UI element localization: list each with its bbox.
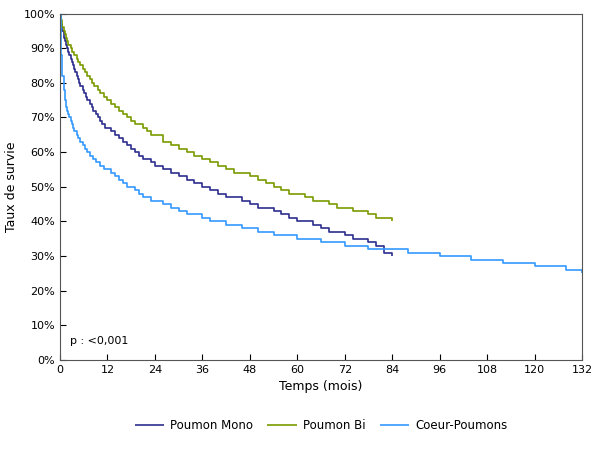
Text: p : <0,001: p : <0,001 <box>70 336 129 346</box>
X-axis label: Temps (mois): Temps (mois) <box>280 380 362 393</box>
Poumon Mono <box>61 39 68 44</box>
Poumon Bi <box>61 32 68 37</box>
Coeur-Poumons <box>76 135 83 141</box>
Coeur-Poumons <box>67 115 74 120</box>
Poumon Mono <box>56 11 64 16</box>
Poumon Mono <box>82 90 89 96</box>
Line: Poumon Bi: Poumon Bi <box>60 14 392 221</box>
Poumon Mono <box>60 28 67 34</box>
Legend: Poumon Mono, Poumon Bi, Coeur-Poumons: Poumon Mono, Poumon Bi, Coeur-Poumons <box>130 414 512 437</box>
Poumon Mono <box>270 208 277 214</box>
Coeur-Poumons <box>302 236 309 241</box>
Poumon Bi <box>82 70 89 75</box>
Poumon Bi <box>389 219 396 224</box>
Poumon Bi <box>270 184 277 189</box>
Poumon Bi <box>91 84 98 89</box>
Poumon Bi <box>139 125 146 130</box>
Line: Coeur-Poumons: Coeur-Poumons <box>60 14 582 273</box>
Poumon Mono <box>139 156 146 162</box>
Coeur-Poumons <box>66 111 73 117</box>
Poumon Bi <box>56 11 64 16</box>
Coeur-Poumons <box>116 177 123 183</box>
Coeur-Poumons <box>87 153 94 158</box>
Poumon Bi <box>60 25 67 30</box>
Poumon Mono <box>389 253 396 259</box>
Coeur-Poumons <box>578 270 586 276</box>
Coeur-Poumons <box>56 11 64 16</box>
Poumon Mono <box>91 108 98 113</box>
Line: Poumon Mono: Poumon Mono <box>60 14 392 256</box>
Y-axis label: Taux de survie: Taux de survie <box>5 141 18 232</box>
